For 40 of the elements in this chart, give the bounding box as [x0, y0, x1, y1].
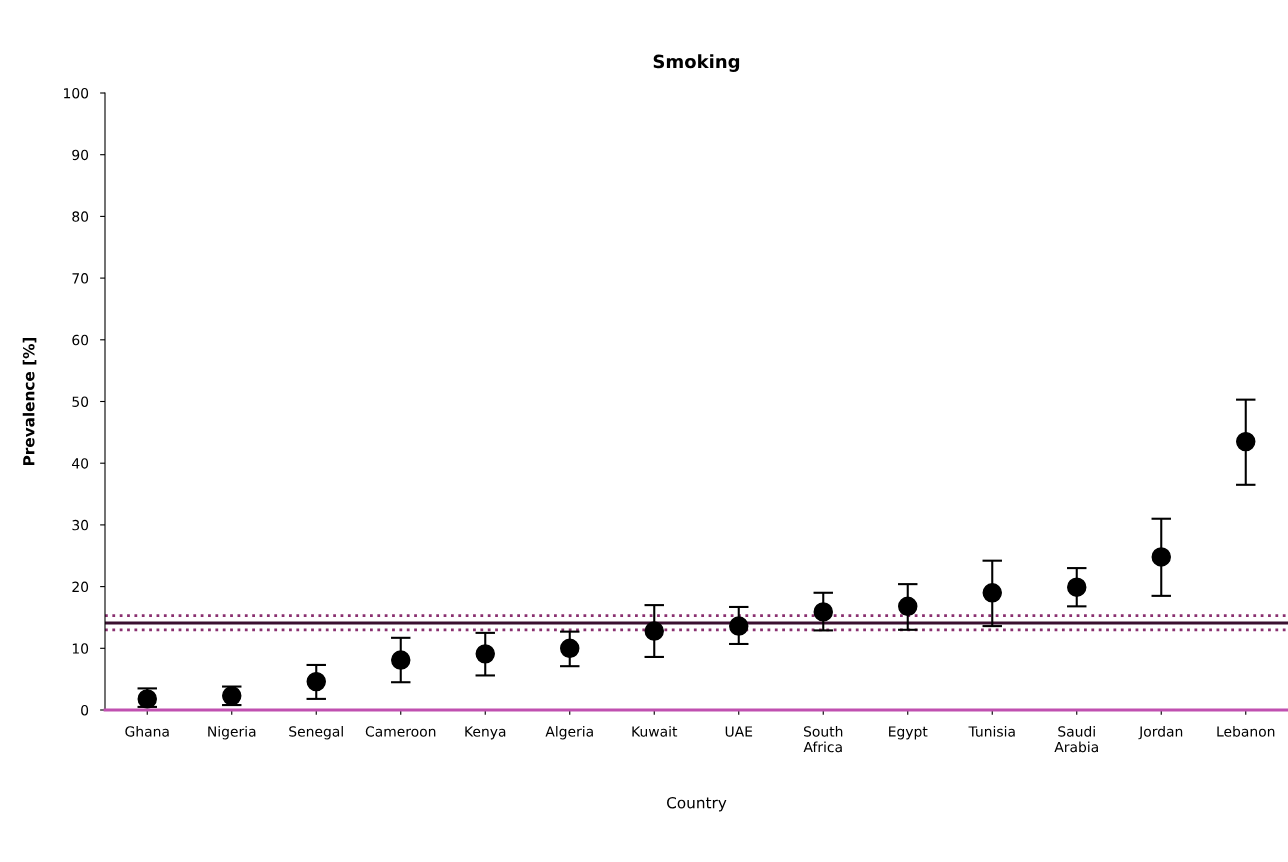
point	[1067, 577, 1087, 597]
x-tick-label: Senegal	[289, 725, 343, 740]
point	[1236, 431, 1256, 452]
x-tick-label: UAE	[725, 726, 753, 737]
point	[898, 596, 918, 617]
point	[391, 650, 411, 670]
point	[729, 616, 749, 636]
y-tick-label: 20	[72, 581, 89, 593]
point	[560, 638, 580, 659]
point	[813, 602, 833, 622]
x-tick-label: Kuwait	[632, 725, 678, 737]
x-tick-label: Lebanon	[1217, 725, 1275, 737]
x-tick-label: Tunisia	[968, 725, 1015, 737]
point	[475, 644, 495, 664]
point	[1151, 547, 1171, 567]
x-tick-label: Cameroon	[365, 726, 436, 737]
point	[306, 671, 326, 692]
x-tick-label: Saudi Arabia	[1054, 725, 1098, 753]
point	[644, 621, 664, 641]
x-axis-title: Country	[667, 796, 727, 812]
y-tick-label: 30	[72, 519, 89, 531]
y-tick-label: 60	[72, 334, 89, 346]
x-tick-label: Kenya	[465, 726, 506, 740]
y-tick-label: 80	[72, 211, 89, 222]
y-tick-label: 0	[81, 704, 89, 716]
y-tick-label: 90	[72, 149, 89, 161]
chart-title: Smoking	[653, 54, 740, 72]
x-tick-label: Egypt	[889, 726, 928, 740]
point	[982, 583, 1002, 603]
y-tick-label: 10	[72, 643, 89, 654]
y-tick-label: 50	[72, 396, 89, 407]
x-tick-label: Ghana	[125, 725, 169, 737]
x-tick-label: Jordan	[1138, 725, 1183, 740]
y-axis-title: Prevalence [%]	[22, 337, 37, 466]
x-tick-label: South Africa	[803, 725, 843, 753]
y-tick-label: 70	[72, 273, 89, 284]
y-tick-label: 100	[64, 87, 89, 99]
y-tick-label: 40	[72, 458, 89, 469]
x-tick-label: Algeria	[545, 725, 593, 740]
x-tick-label: Nigeria	[208, 725, 256, 740]
